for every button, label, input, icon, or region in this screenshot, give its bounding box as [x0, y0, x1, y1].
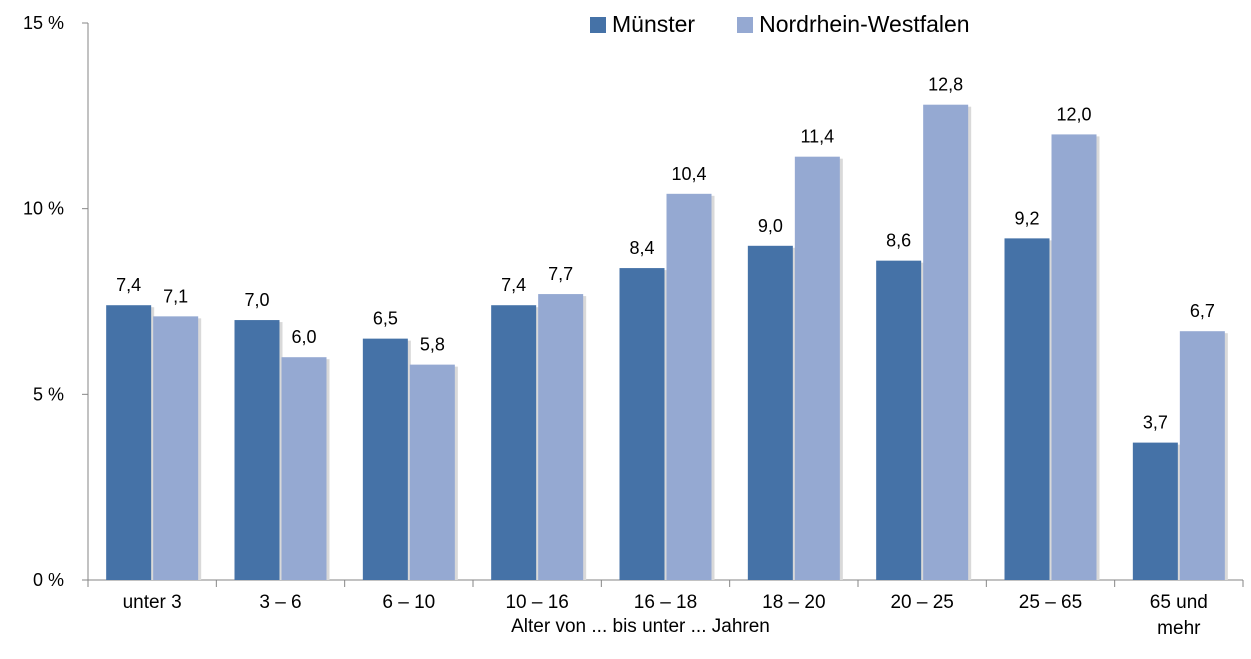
data-label-muenster: 7,4 — [501, 275, 526, 295]
x-tick-label: 20 – 25 — [890, 592, 953, 613]
legend: Münster Nordrhein-Westfalen — [590, 11, 1012, 38]
bar-nrw — [153, 316, 199, 580]
y-tick-label: 15 % — [23, 13, 64, 33]
y-tick-label: 5 % — [33, 384, 64, 404]
x-tick-label: 25 – 65 — [1019, 592, 1082, 613]
y-tick-label: 10 % — [23, 199, 64, 219]
data-label-nrw: 6,0 — [291, 327, 316, 347]
bar-muenster — [491, 305, 537, 580]
data-label-muenster: 7,0 — [244, 290, 269, 310]
data-label-nrw: 12,0 — [1056, 104, 1091, 124]
x-axis-title: Alter von ... bis unter ... Jahren — [511, 616, 770, 637]
x-axis-title-container: Alter von ... bis unter ... Jahren — [0, 616, 1251, 638]
bars — [106, 104, 1228, 581]
x-tick-label: 3 – 6 — [259, 592, 301, 613]
legend-item-muenster: Münster — [590, 11, 695, 38]
data-label-muenster: 9,0 — [758, 216, 783, 236]
data-label-muenster: 7,4 — [116, 275, 141, 295]
x-tick-label: 10 – 16 — [505, 592, 568, 613]
data-label-nrw: 12,8 — [928, 75, 963, 95]
data-label-nrw: 5,8 — [420, 335, 445, 355]
data-labels: 7,4 7,0 6,5 7,4 8,4 9,0 8,6 9,2 3,7 7,1 6,0 5,8 7,7 1… — [116, 75, 1215, 433]
bar-muenster — [1132, 442, 1178, 580]
bar-nrw — [666, 193, 712, 580]
legend-swatch-muenster — [590, 16, 606, 33]
x-tick-label: mehr — [1157, 618, 1201, 639]
x-tick-label: 16 – 18 — [634, 592, 697, 613]
y-tick-label: 0 % — [33, 570, 64, 590]
data-label-nrw: 11,4 — [800, 127, 834, 147]
bar-muenster — [234, 320, 280, 580]
data-label-muenster: 3,7 — [1143, 413, 1168, 433]
bar-muenster — [619, 268, 665, 580]
data-label-muenster: 9,2 — [1014, 208, 1039, 228]
data-label-muenster: 8,4 — [629, 238, 654, 258]
bar-nrw — [409, 364, 455, 580]
x-tick-label: 6 – 10 — [382, 592, 435, 613]
x-tick-label: 18 – 20 — [762, 592, 825, 613]
axes: 0 % 5 % 10 % 15 % unter 3 3 – 6 6 – 10 10 – 16 1… — [23, 13, 1244, 639]
bar-muenster — [1004, 238, 1050, 580]
legend-item-nrw: Nordrhein-Westfalen — [737, 11, 970, 38]
data-label-muenster: 6,5 — [373, 309, 398, 329]
data-label-muenster: 8,6 — [886, 231, 911, 251]
bar-nrw — [281, 357, 327, 580]
legend-label-muenster: Münster — [612, 11, 696, 37]
data-label-nrw: 7,1 — [163, 286, 188, 306]
bar-nrw — [1051, 134, 1097, 580]
data-label-nrw: 6,7 — [1190, 301, 1215, 321]
bar-nrw — [1179, 331, 1225, 580]
bar-nrw — [794, 156, 840, 580]
x-tick-label: unter 3 — [123, 592, 182, 613]
bar-nrw — [923, 104, 969, 581]
legend-label-nrw: Nordrhein-Westfalen — [759, 11, 970, 37]
bar-muenster — [747, 245, 793, 581]
x-tick-label: 65 und — [1150, 592, 1208, 613]
legend-swatch-nrw — [737, 16, 754, 33]
data-label-nrw: 10,4 — [671, 164, 706, 184]
bar-muenster — [876, 260, 922, 580]
bar-nrw — [538, 294, 584, 580]
bar-muenster — [362, 338, 408, 580]
data-label-nrw: 7,7 — [548, 264, 573, 284]
bar-muenster — [106, 305, 152, 580]
